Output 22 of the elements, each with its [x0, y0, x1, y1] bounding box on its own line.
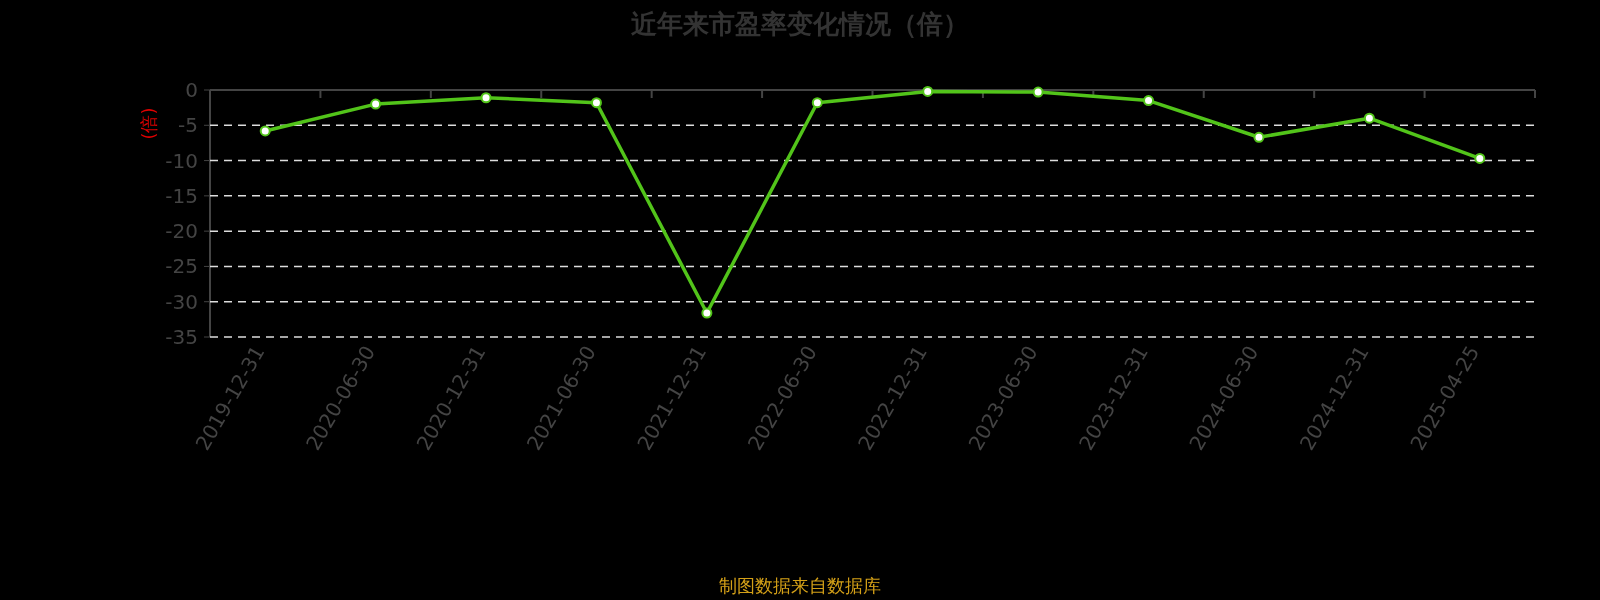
point	[922, 85, 934, 97]
point	[1363, 112, 1375, 124]
point	[590, 97, 602, 109]
y-tick-label: -5	[178, 113, 198, 138]
point	[1474, 152, 1486, 164]
point	[1032, 86, 1044, 98]
point	[370, 98, 382, 110]
y-tick-label: 0	[185, 78, 198, 102]
point	[701, 307, 713, 319]
text: 制图数据来自数据库	[719, 575, 881, 596]
y-axis-title: (倍)	[138, 107, 159, 140]
y-tick-label: -25	[165, 254, 198, 279]
y-tick-label: -35	[165, 325, 198, 349]
y-tick-label: -15	[165, 183, 198, 208]
point	[1143, 95, 1155, 107]
point	[480, 92, 492, 104]
y-tick-label: -30	[165, 289, 198, 314]
point	[1253, 131, 1265, 143]
y-tick-label: -20	[165, 219, 198, 244]
point	[259, 125, 271, 137]
y-tick-label: -10	[165, 148, 198, 173]
point	[811, 97, 823, 109]
